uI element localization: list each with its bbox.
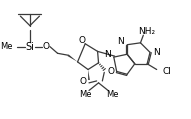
Text: Cl: Cl: [162, 67, 171, 76]
Text: N: N: [104, 50, 111, 59]
Text: Me: Me: [79, 90, 91, 99]
Text: N: N: [153, 48, 160, 57]
Text: Me: Me: [106, 90, 118, 99]
Text: O: O: [79, 36, 86, 45]
Polygon shape: [67, 54, 78, 62]
Text: NH₂: NH₂: [138, 27, 155, 36]
Text: Me: Me: [0, 42, 13, 51]
Polygon shape: [88, 69, 90, 80]
Text: N: N: [117, 37, 124, 46]
Text: O: O: [43, 42, 50, 51]
Text: O: O: [107, 67, 114, 76]
Text: Si: Si: [25, 42, 34, 52]
Text: O: O: [79, 77, 86, 86]
